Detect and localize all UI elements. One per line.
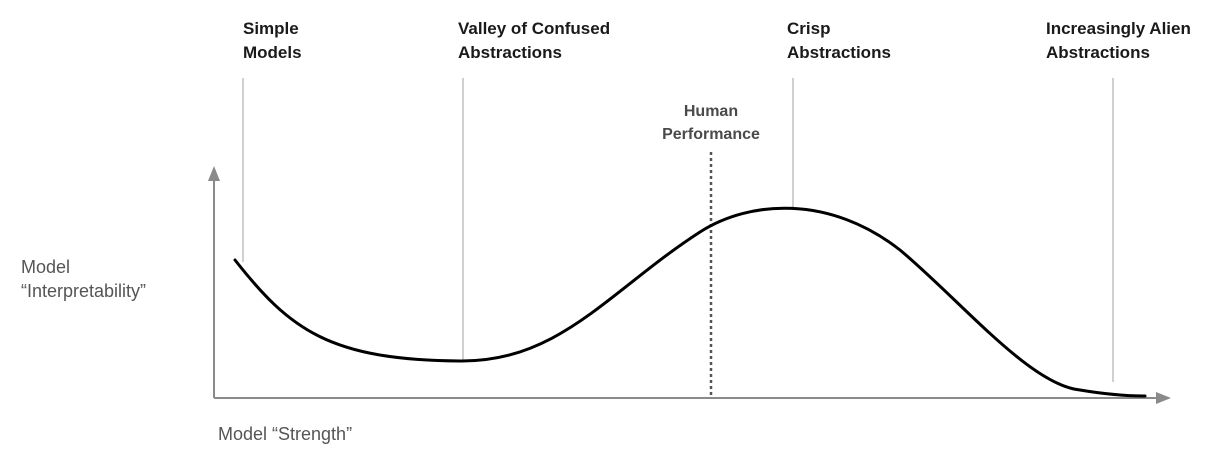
x-axis-arrowhead <box>1156 392 1171 404</box>
label-human-line2: Performance <box>662 126 760 143</box>
label-human-line1: Human <box>683 103 739 120</box>
label-human-performance: Human Performance <box>650 100 772 146</box>
label-valley-line1: Valley of Confused <box>458 19 611 38</box>
y-axis-label-line1: Model <box>21 257 71 277</box>
label-crisp-line1: Crisp <box>787 19 831 38</box>
label-valley-line2: Abstractions <box>458 43 562 62</box>
y-axis-label-line2: “Interpretability” <box>21 281 147 301</box>
y-axis-label: Model “Interpretability” <box>21 255 146 303</box>
label-simple-models-line2: Models <box>243 43 302 62</box>
x-axis-label: Model “Strength” <box>218 422 352 446</box>
label-simple-models-line1: Simple <box>243 19 299 38</box>
label-alien-line2: Abstractions <box>1046 43 1150 62</box>
x-axis-label-text: Model “Strength” <box>218 424 353 444</box>
interpretability-curve <box>233 206 1147 398</box>
label-increasingly-alien-abstractions: Increasingly Alien Abstractions <box>1046 17 1191 65</box>
label-crisp-abstractions: Crisp Abstractions <box>787 17 891 65</box>
label-crisp-line2: Abstractions <box>787 43 891 62</box>
label-simple-models: Simple Models <box>243 17 302 65</box>
label-alien-line1: Increasingly Alien <box>1046 19 1191 38</box>
label-valley-of-confused-abstractions: Valley of Confused Abstractions <box>458 17 610 65</box>
y-axis-arrowhead <box>208 166 220 181</box>
